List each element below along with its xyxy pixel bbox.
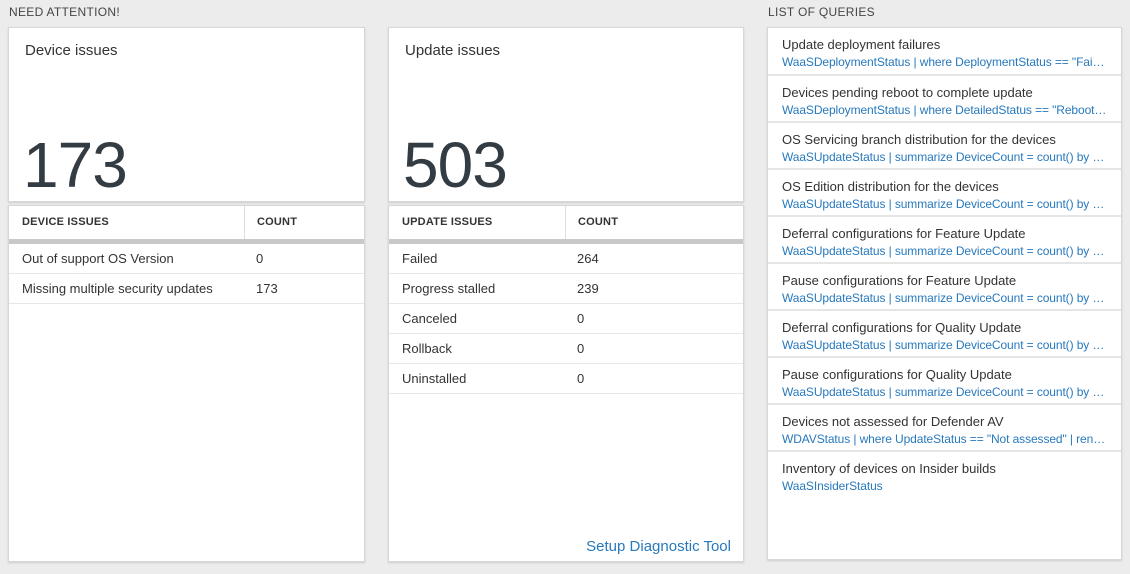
- issue-count: 173: [256, 281, 278, 296]
- issue-count: 0: [577, 311, 585, 326]
- update-issues-column-header: UPDATE ISSUES: [402, 216, 493, 228]
- update-issues-tile-title: Update issues: [405, 42, 501, 59]
- query-text: WaaSUpdateStatus | summarize DeviceCount…: [782, 338, 1107, 352]
- issue-count: 0: [577, 341, 585, 356]
- query-title: Update deployment failures: [782, 37, 941, 52]
- issue-label: Uninstalled: [402, 371, 467, 386]
- update-issues-tile[interactable]: Update issues 503: [388, 27, 744, 202]
- query-text: WaaSUpdateStatus | summarize DeviceCount…: [782, 291, 1107, 305]
- query-list-item[interactable]: Pause configurations for Quality Update …: [768, 356, 1121, 403]
- query-list-item[interactable]: Deferral configurations for Feature Upda…: [768, 215, 1121, 262]
- query-text: WaaSDeploymentStatus | where DeploymentS…: [782, 55, 1107, 69]
- query-list-item[interactable]: OS Edition distribution for the devices …: [768, 168, 1121, 215]
- table-row[interactable]: Failed 264: [389, 244, 743, 274]
- update-issues-table: UPDATE ISSUES COUNT Failed 264 Progress …: [388, 205, 744, 562]
- query-title: Devices not assessed for Defender AV: [782, 414, 1004, 429]
- query-title: Deferral configurations for Feature Upda…: [782, 226, 1026, 241]
- device-issues-column-header: DEVICE ISSUES: [22, 216, 109, 228]
- list-of-queries-section-label: LIST OF QUERIES: [768, 5, 875, 19]
- table-row[interactable]: Uninstalled 0: [389, 364, 743, 394]
- update-count-column-header: COUNT: [565, 206, 743, 239]
- issue-label: Canceled: [402, 311, 457, 326]
- issue-count: 264: [577, 251, 599, 266]
- issue-label: Out of support OS Version: [22, 251, 174, 266]
- query-list-item[interactable]: OS Servicing branch distribution for the…: [768, 121, 1121, 168]
- query-text: WaaSUpdateStatus | summarize DeviceCount…: [782, 385, 1107, 399]
- issue-label: Failed: [402, 251, 438, 266]
- device-issues-tile[interactable]: Device issues 173: [8, 27, 365, 202]
- table-row[interactable]: Canceled 0: [389, 304, 743, 334]
- query-list-item[interactable]: Devices pending reboot to complete updat…: [768, 74, 1121, 121]
- query-title: Pause configurations for Feature Update: [782, 273, 1017, 288]
- issue-label: Missing multiple security updates: [22, 281, 213, 296]
- query-title: OS Servicing branch distribution for the…: [782, 132, 1056, 147]
- query-title: Inventory of devices on Insider builds: [782, 461, 996, 476]
- update-issues-count: 503: [403, 129, 508, 201]
- table-row[interactable]: Rollback 0: [389, 334, 743, 364]
- list-of-queries-panel: Update deployment failures WaaSDeploymen…: [767, 27, 1122, 560]
- query-title: Devices pending reboot to complete updat…: [782, 85, 1033, 100]
- query-list-item[interactable]: Deferral configurations for Quality Upda…: [768, 309, 1121, 356]
- issue-count: 0: [577, 371, 585, 386]
- query-list-item[interactable]: Update deployment failures WaaSDeploymen…: [768, 28, 1121, 74]
- device-issues-table-header: DEVICE ISSUES COUNT: [9, 206, 364, 239]
- device-table-header-bar: [9, 239, 364, 244]
- setup-diagnostic-tool-link[interactable]: Setup Diagnostic Tool: [586, 538, 731, 555]
- query-text: WaaSDeploymentStatus | where DetailedSta…: [782, 103, 1107, 117]
- query-text: WaaSUpdateStatus | summarize DeviceCount…: [782, 197, 1107, 211]
- issue-label: Progress stalled: [402, 281, 496, 296]
- query-list-item[interactable]: Pause configurations for Feature Update …: [768, 262, 1121, 309]
- device-issues-count: 173: [23, 129, 128, 201]
- table-row[interactable]: Out of support OS Version 0: [9, 244, 364, 274]
- query-title: Deferral configurations for Quality Upda…: [782, 320, 1022, 335]
- issue-count: 0: [256, 251, 264, 266]
- query-title: OS Edition distribution for the devices: [782, 179, 999, 194]
- table-row[interactable]: Missing multiple security updates 173: [9, 274, 364, 304]
- query-list-item[interactable]: Inventory of devices on Insider builds W…: [768, 450, 1121, 497]
- issue-count: 239: [577, 281, 599, 296]
- update-table-header-bar: [389, 239, 743, 244]
- query-text: WaaSUpdateStatus | summarize DeviceCount…: [782, 150, 1107, 164]
- need-attention-section-label: NEED ATTENTION!: [9, 5, 120, 19]
- query-text: WaaSInsiderStatus: [782, 479, 883, 493]
- query-title: Pause configurations for Quality Update: [782, 367, 1012, 382]
- table-row[interactable]: Progress stalled 239: [389, 274, 743, 304]
- query-list-item[interactable]: Devices not assessed for Defender AV WDA…: [768, 403, 1121, 450]
- query-text: WDAVStatus | where UpdateStatus == "Not …: [782, 432, 1107, 446]
- issue-label: Rollback: [402, 341, 452, 356]
- device-issues-table: DEVICE ISSUES COUNT Out of support OS Ve…: [8, 205, 365, 562]
- update-issues-table-header: UPDATE ISSUES COUNT: [389, 206, 743, 239]
- query-text: WaaSUpdateStatus | summarize DeviceCount…: [782, 244, 1107, 258]
- device-issues-tile-title: Device issues: [25, 42, 118, 59]
- device-count-column-header: COUNT: [244, 206, 364, 239]
